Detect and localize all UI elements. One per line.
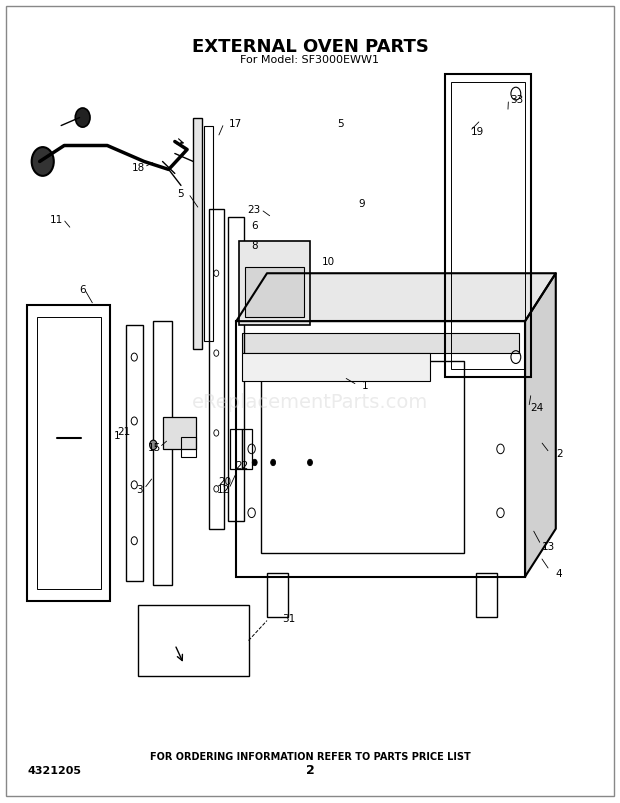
Text: 11: 11 bbox=[50, 214, 63, 225]
Text: 17: 17 bbox=[229, 119, 242, 129]
Bar bbox=[162, 418, 197, 450]
Bar bbox=[205, 126, 213, 342]
Circle shape bbox=[252, 459, 257, 466]
Text: 2: 2 bbox=[556, 448, 562, 459]
Bar bbox=[242, 430, 252, 469]
Bar bbox=[242, 334, 519, 353]
Text: 5: 5 bbox=[338, 119, 344, 129]
Text: 8: 8 bbox=[251, 241, 258, 251]
Bar bbox=[181, 438, 197, 458]
Text: 31: 31 bbox=[282, 613, 296, 623]
Bar bbox=[445, 75, 531, 377]
Circle shape bbox=[308, 459, 312, 466]
Text: 9: 9 bbox=[358, 198, 365, 209]
Circle shape bbox=[149, 441, 157, 450]
Text: 6: 6 bbox=[79, 285, 86, 295]
Text: 18: 18 bbox=[132, 163, 145, 173]
Text: 6: 6 bbox=[251, 221, 258, 231]
Text: 3: 3 bbox=[136, 484, 143, 494]
Text: 1: 1 bbox=[362, 381, 369, 390]
Text: 15: 15 bbox=[148, 442, 161, 453]
Text: 19: 19 bbox=[471, 127, 484, 137]
Text: 12: 12 bbox=[217, 484, 230, 494]
Bar bbox=[267, 573, 288, 617]
Text: For Model: SF3000EWW1: For Model: SF3000EWW1 bbox=[241, 55, 379, 65]
Text: 21: 21 bbox=[117, 427, 131, 437]
Text: FOR ORDERING INFORMATION REFER TO PARTS PRICE LIST: FOR ORDERING INFORMATION REFER TO PARTS … bbox=[149, 752, 471, 761]
Text: 33: 33 bbox=[510, 95, 523, 105]
Bar bbox=[230, 430, 242, 469]
Bar bbox=[451, 83, 525, 369]
Text: 22: 22 bbox=[236, 460, 249, 471]
Text: 24: 24 bbox=[530, 403, 543, 413]
Polygon shape bbox=[236, 274, 556, 322]
Bar bbox=[242, 353, 430, 381]
Bar bbox=[476, 573, 497, 617]
Text: 2: 2 bbox=[306, 764, 314, 777]
Circle shape bbox=[75, 109, 90, 128]
Text: 10: 10 bbox=[322, 257, 335, 267]
Text: 1: 1 bbox=[114, 430, 121, 440]
Text: 4321205: 4321205 bbox=[27, 765, 81, 775]
Polygon shape bbox=[525, 274, 556, 577]
Bar bbox=[228, 218, 244, 521]
Circle shape bbox=[32, 148, 54, 177]
Text: EXTERNAL OVEN PARTS: EXTERNAL OVEN PARTS bbox=[192, 38, 428, 55]
Text: 4: 4 bbox=[556, 568, 562, 578]
Bar bbox=[239, 242, 310, 326]
Bar bbox=[126, 326, 143, 581]
Text: 20: 20 bbox=[218, 476, 231, 487]
Bar bbox=[37, 318, 101, 589]
Text: 13: 13 bbox=[542, 542, 556, 552]
Bar bbox=[138, 605, 249, 677]
Bar bbox=[236, 322, 525, 577]
Bar bbox=[27, 306, 110, 601]
Text: 23: 23 bbox=[247, 205, 261, 215]
Bar bbox=[208, 210, 224, 529]
Bar bbox=[153, 322, 172, 585]
Text: 5: 5 bbox=[177, 190, 184, 199]
Bar bbox=[193, 118, 203, 349]
Circle shape bbox=[271, 459, 276, 466]
Text: eReplacementParts.com: eReplacementParts.com bbox=[192, 392, 428, 411]
Bar bbox=[261, 361, 464, 553]
Bar bbox=[246, 267, 304, 318]
